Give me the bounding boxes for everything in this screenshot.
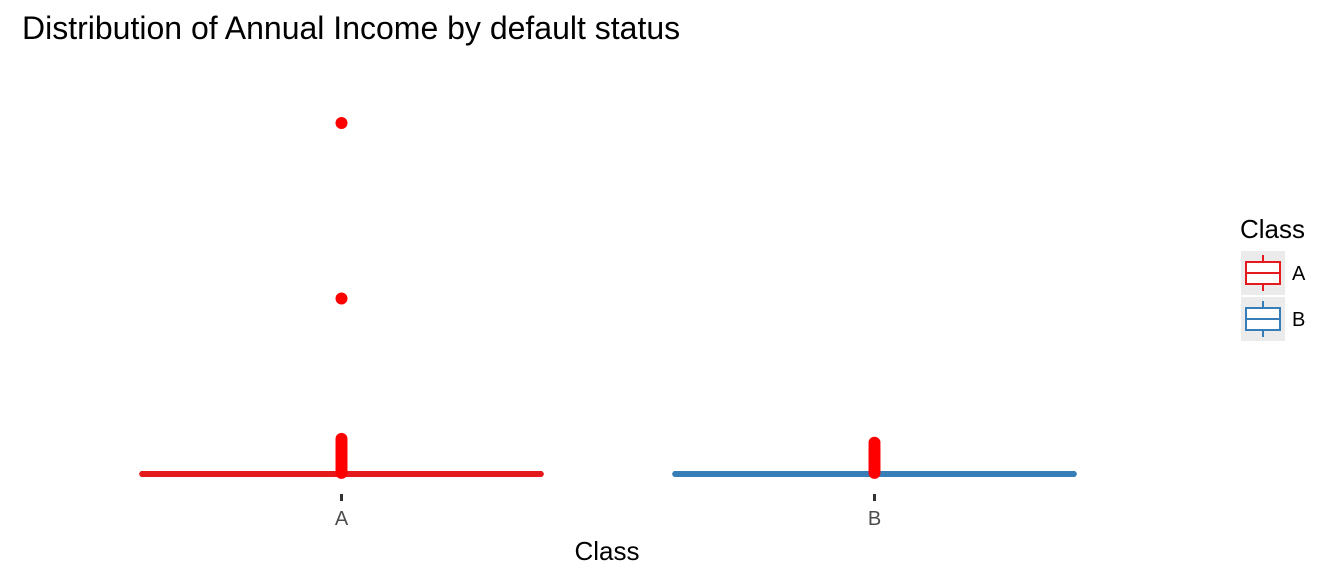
- legend: Class A B: [1240, 214, 1306, 341]
- outliers-layer: [335, 117, 881, 479]
- boxes-layer: [139, 471, 1077, 477]
- legend-title: Class: [1240, 214, 1305, 244]
- legend-label-B: B: [1292, 309, 1305, 331]
- chart-title: Distribution of Annual Income by default…: [22, 10, 681, 46]
- legend-key-B: [1241, 297, 1285, 341]
- legend-key-A: [1241, 251, 1285, 295]
- outlier-point: [335, 432, 348, 445]
- outlier-point: [868, 436, 881, 449]
- legend-label-A: A: [1292, 263, 1306, 285]
- x-axis-title: Class: [574, 536, 639, 566]
- outliers-A: [335, 117, 348, 479]
- x-tick-label-B: B: [868, 508, 881, 530]
- outlier-point: [335, 117, 348, 129]
- x-tick-label-A: A: [335, 508, 349, 530]
- outliers-B: [868, 436, 881, 479]
- outlier-point: [335, 292, 348, 305]
